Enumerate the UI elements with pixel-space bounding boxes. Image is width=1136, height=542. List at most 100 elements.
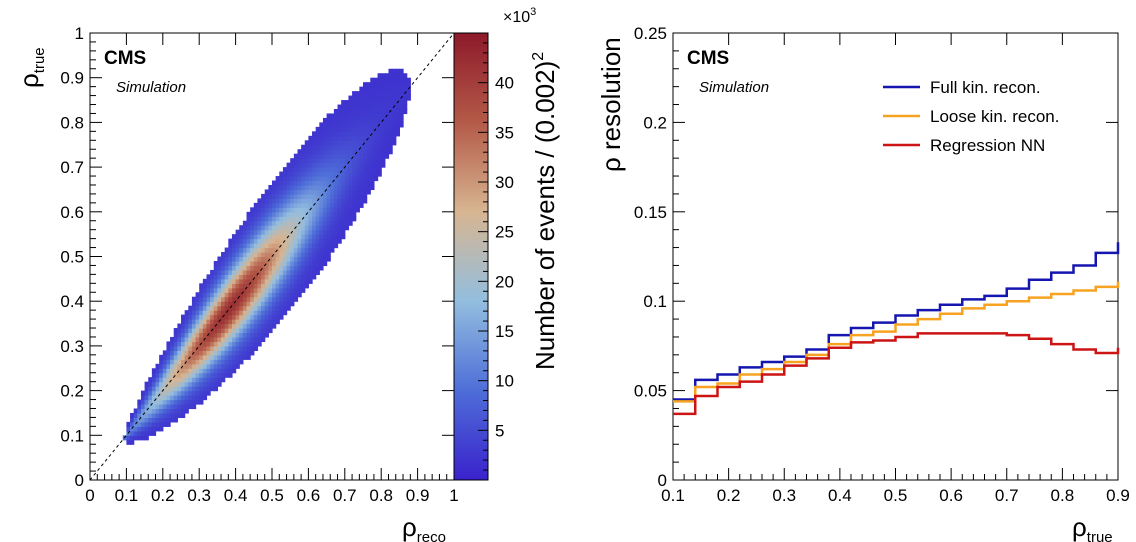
heatmap-cell (366, 91, 371, 97)
heatmap-cell (355, 117, 360, 123)
heatmap-cell (151, 412, 157, 419)
heatmap-cell (228, 363, 233, 369)
heatmap-cell (286, 252, 291, 258)
heatmap-cell (319, 207, 324, 213)
heatmap-cell (293, 193, 299, 199)
heatmap-cell (162, 417, 168, 423)
heatmap-cell (206, 287, 211, 293)
heatmap-cell (181, 314, 186, 320)
heatmap-cell (221, 310, 226, 316)
heatmap-cell (177, 363, 182, 369)
heatmap-cell (173, 390, 178, 396)
heatmap-cell (348, 158, 353, 164)
heatmap-cell (359, 193, 364, 199)
heatmap-cell (202, 328, 208, 334)
heatmap-cell (181, 381, 186, 387)
heatmap-cell (290, 193, 295, 199)
heatmap-cell (188, 363, 193, 369)
heatmap-cell (184, 314, 189, 320)
heatmap-cell (195, 314, 200, 320)
heatmap-cell (246, 269, 251, 275)
heatmap-cell (184, 390, 189, 396)
heatmap-cell (392, 91, 397, 97)
heatmap-cell (195, 354, 200, 360)
heatmap-cell (337, 131, 342, 137)
heatmap-cell (261, 247, 266, 253)
heatmap-cell (159, 359, 164, 365)
heatmap-cell (315, 265, 320, 271)
heatmap-cell (210, 278, 215, 284)
heatmap-cell (297, 274, 302, 280)
heatmap-cell (173, 372, 178, 378)
heatmap-cell (144, 435, 149, 441)
heatmap-cell (188, 319, 193, 325)
heatmap-cell (337, 113, 342, 119)
heatmap-cell (159, 426, 164, 432)
heatmap-cell (231, 305, 237, 311)
heatmap-cell (170, 399, 175, 405)
resolution-simulation-label: Simulation (699, 79, 769, 96)
heatmap-cell (191, 372, 197, 378)
heatmap-cell (177, 323, 182, 329)
heatmap-cell (239, 354, 244, 360)
heatmap-cell (195, 399, 200, 405)
heatmap-cell (210, 296, 215, 302)
heatmap-cell (264, 296, 269, 302)
heatmap-cell (188, 345, 193, 351)
heatmap-cell (261, 332, 266, 338)
heatmap-cell (275, 283, 280, 289)
heatmap-cell (348, 171, 353, 177)
heatmap-cell (206, 283, 211, 289)
heatmap-cell (326, 113, 331, 119)
heatmap-cell (290, 158, 295, 164)
heatmap-cell (301, 283, 306, 289)
heatmap-cell (166, 408, 171, 414)
heatmap-cell (301, 243, 306, 249)
heatmap-cell (264, 211, 269, 217)
heatmap-cell (206, 292, 211, 298)
heatmap-cell (286, 274, 291, 280)
heatmap-cell (148, 399, 153, 405)
heatmap-cell (250, 220, 255, 226)
heatmap-cell (297, 202, 302, 208)
heatmap-cell (279, 225, 284, 231)
heatmap-cell (315, 126, 320, 132)
heatmap-cell (217, 287, 222, 293)
heatmap-cell (333, 184, 339, 191)
heatmap-cell (246, 225, 251, 231)
heatmap-x-tick-label: 0.5 (260, 486, 284, 505)
heatmap-cell (304, 265, 309, 271)
heatmap-cell (290, 278, 295, 284)
heatmap-cell (166, 390, 171, 396)
heatmap-cell (257, 269, 262, 275)
heatmap-cell (217, 283, 222, 289)
heatmap-cell (341, 113, 346, 119)
heatmap-cell (250, 274, 255, 280)
heatmap-cell (319, 122, 324, 128)
heatmap-cell (272, 314, 277, 320)
heatmap-cell (312, 265, 317, 271)
heatmap-cell (191, 345, 197, 351)
heatmap-cell (166, 412, 171, 419)
heatmap-cell (195, 390, 200, 396)
heatmap-cell (210, 314, 215, 320)
heatmap-cell (304, 225, 309, 231)
heatmap-cell (348, 176, 353, 182)
heatmap-cell (173, 363, 178, 369)
heatmap-cell (315, 207, 320, 213)
heatmap-cell (235, 243, 240, 249)
heatmap-cell (228, 323, 233, 329)
heatmap-cell (301, 278, 306, 284)
heatmap-cell (293, 229, 299, 235)
heatmap-cell (359, 117, 364, 123)
heatmap-cell (301, 247, 306, 253)
heatmap-cell (235, 229, 240, 235)
heatmap-cell (388, 68, 393, 74)
heatmap-cell (264, 225, 269, 231)
resolution-y-ticks: 00.050.10.150.20.25 (634, 24, 1118, 490)
heatmap-cell (297, 167, 302, 173)
heatmap-cell (370, 95, 375, 101)
heatmap-cell (392, 100, 397, 106)
heatmap-cell (231, 260, 237, 267)
heatmap-cell (352, 158, 357, 164)
